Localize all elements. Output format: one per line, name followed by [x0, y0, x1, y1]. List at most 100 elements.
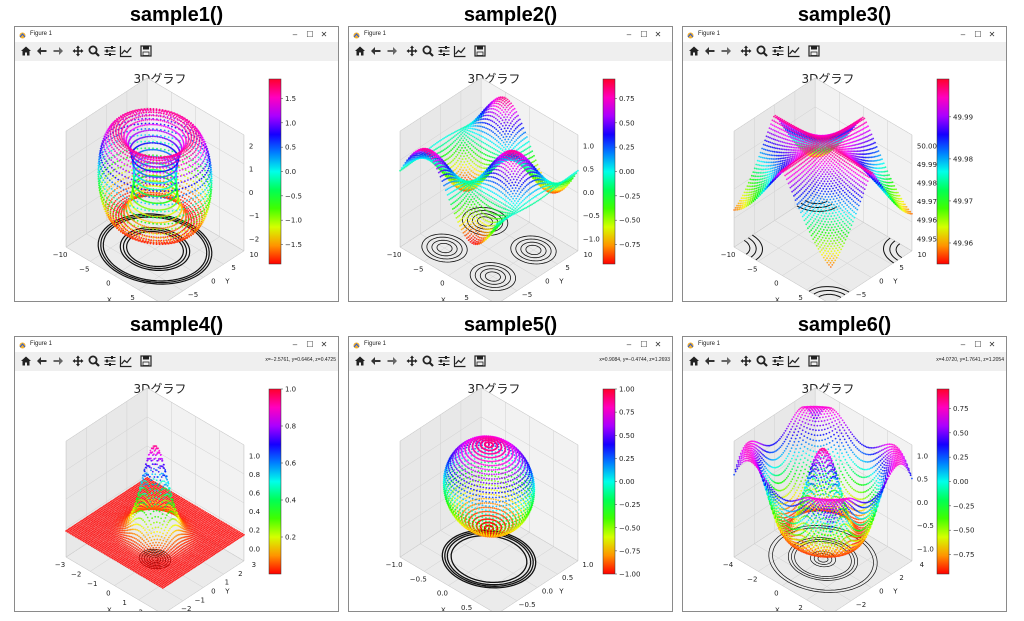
zoom-icon[interactable] [87, 44, 101, 58]
pan-icon[interactable] [405, 354, 419, 368]
minimize-icon[interactable]: – [288, 337, 302, 352]
forward-arrow-icon[interactable] [51, 354, 65, 368]
save-icon[interactable] [139, 354, 153, 368]
close-icon[interactable]: ✕ [317, 27, 331, 42]
x-tick-label: −2 [747, 575, 757, 583]
zoom-icon[interactable] [87, 354, 101, 368]
zoom-icon[interactable] [421, 354, 435, 368]
close-icon[interactable]: ✕ [651, 27, 665, 42]
forward-arrow-icon[interactable] [385, 354, 399, 368]
back-arrow-icon[interactable] [703, 44, 717, 58]
window-titlebar[interactable]: Figure 1 – ☐ ✕ [15, 27, 338, 42]
z-tick-label: −2 [249, 235, 259, 243]
maximize-icon[interactable]: ☐ [303, 337, 317, 352]
save-icon[interactable] [139, 44, 153, 58]
save-icon[interactable] [473, 44, 487, 58]
surface-mesh [399, 96, 579, 246]
window-titlebar[interactable]: Figure 1 – ☐ ✕ [349, 337, 672, 352]
configure-subplots-icon[interactable] [437, 354, 451, 368]
colorbar-tick-label: 49.98 [953, 155, 973, 163]
configure-subplots-icon[interactable] [771, 44, 785, 58]
close-icon[interactable]: ✕ [985, 27, 999, 42]
window-titlebar[interactable]: Figure 1 – ☐ ✕ [349, 27, 672, 42]
z-tick-label: 1.0 [917, 453, 928, 461]
plot-canvas[interactable]: 3Dグラフ−10−50510−10−5051049.9549.9649.9749… [683, 61, 1006, 301]
window-titlebar[interactable]: Figure 1 – ☐ ✕ [683, 337, 1006, 352]
minimize-icon[interactable]: – [622, 27, 636, 42]
home-icon[interactable] [687, 354, 701, 368]
home-icon[interactable] [687, 44, 701, 58]
save-icon[interactable] [807, 44, 821, 58]
maximize-icon[interactable]: ☐ [637, 337, 651, 352]
window-titlebar[interactable]: Figure 1 – ☐ ✕ [683, 27, 1006, 42]
pan-icon[interactable] [739, 44, 753, 58]
pan-icon[interactable] [71, 44, 85, 58]
figure-window: Figure 1 – ☐ ✕ x=0.9084, y=−0.4744, z=1.2693… [348, 336, 673, 612]
minimize-icon[interactable]: – [288, 27, 302, 42]
navigation-toolbar: x=0.9084, y=−0.4744, z=1.2693 [349, 352, 672, 371]
colorbar-tick-label: 49.99 [953, 113, 973, 121]
back-arrow-icon[interactable] [35, 44, 49, 58]
home-icon[interactable] [19, 44, 33, 58]
z-tick-label: 49.96 [917, 217, 938, 225]
z-tick-label: 1 [249, 166, 253, 174]
plot-canvas[interactable]: 3Dグラフ−10−50510−10−50510−2−1012XY1.51.00.… [15, 61, 338, 301]
configure-subplots-icon[interactable] [437, 44, 451, 58]
edit-axis-icon[interactable] [119, 354, 133, 368]
close-icon[interactable]: ✕ [317, 337, 331, 352]
home-icon[interactable] [19, 354, 33, 368]
back-arrow-icon[interactable] [703, 354, 717, 368]
maximize-icon[interactable]: ☐ [303, 27, 317, 42]
zoom-icon[interactable] [421, 44, 435, 58]
maximize-icon[interactable]: ☐ [971, 27, 985, 42]
forward-arrow-icon[interactable] [51, 44, 65, 58]
pan-icon[interactable] [739, 354, 753, 368]
configure-subplots-icon[interactable] [103, 354, 117, 368]
forward-arrow-icon[interactable] [719, 354, 733, 368]
back-arrow-icon[interactable] [369, 354, 383, 368]
colorbar-tick-label: 0.50 [953, 429, 969, 437]
configure-subplots-icon[interactable] [103, 44, 117, 58]
chart-svg: 3Dグラフ−1.0−0.50.00.51.0−1.0−0.50.00.51.0X… [386, 382, 640, 611]
close-icon[interactable]: ✕ [651, 337, 665, 352]
edit-axis-icon[interactable] [119, 44, 133, 58]
edit-axis-icon[interactable] [453, 354, 467, 368]
forward-arrow-icon[interactable] [385, 44, 399, 58]
minimize-icon[interactable]: – [956, 27, 970, 42]
minimize-icon[interactable]: – [622, 337, 636, 352]
minimize-icon[interactable]: – [956, 337, 970, 352]
plot-canvas[interactable]: 3Dグラフ−1.0−0.50.00.51.0−1.0−0.50.00.51.0X… [349, 371, 672, 611]
close-icon[interactable]: ✕ [985, 337, 999, 352]
edit-axis-icon[interactable] [787, 44, 801, 58]
y-tick-label: 0 [545, 278, 549, 286]
home-icon[interactable] [353, 354, 367, 368]
y-axis-label: Y [892, 278, 898, 286]
configure-subplots-icon[interactable] [771, 354, 785, 368]
plot-canvas[interactable]: 3Dグラフ−4−2024−4−2024−1.0−0.50.00.51.0XY0.… [683, 371, 1006, 611]
forward-arrow-icon[interactable] [719, 44, 733, 58]
save-icon[interactable] [473, 354, 487, 368]
colorbar [936, 78, 950, 265]
pan-icon[interactable] [71, 354, 85, 368]
colorbar-tick-label: 0.2 [285, 534, 296, 542]
zoom-icon[interactable] [755, 44, 769, 58]
maximize-icon[interactable]: ☐ [637, 27, 651, 42]
chart-svg: 3Dグラフ−10−50510−10−50510−2−1012XY1.51.00.… [53, 72, 302, 301]
window-titlebar[interactable]: Figure 1 – ☐ ✕ [15, 337, 338, 352]
pan-icon[interactable] [405, 44, 419, 58]
maximize-icon[interactable]: ☐ [971, 337, 985, 352]
window-title: Figure 1 [698, 27, 720, 42]
home-icon[interactable] [353, 44, 367, 58]
y-tick-label: −5 [188, 291, 198, 299]
y-axis-label: Y [224, 588, 230, 596]
back-arrow-icon[interactable] [35, 354, 49, 368]
plot-canvas[interactable]: 3Dグラフ−3−2−10123−3−2−101230.00.20.40.60.8… [15, 371, 338, 611]
back-arrow-icon[interactable] [369, 44, 383, 58]
x-tick-label: 0 [774, 280, 778, 288]
figure-window: Figure 1 –☐✕ 3Dグラフ−10−50510−10−5051049.954… [682, 26, 1007, 302]
plot-canvas[interactable]: 3Dグラフ−10−50510−10−50510−1.0−0.50.00.51.0… [349, 61, 672, 301]
save-icon[interactable] [807, 354, 821, 368]
zoom-icon[interactable] [755, 354, 769, 368]
edit-axis-icon[interactable] [453, 44, 467, 58]
edit-axis-icon[interactable] [787, 354, 801, 368]
